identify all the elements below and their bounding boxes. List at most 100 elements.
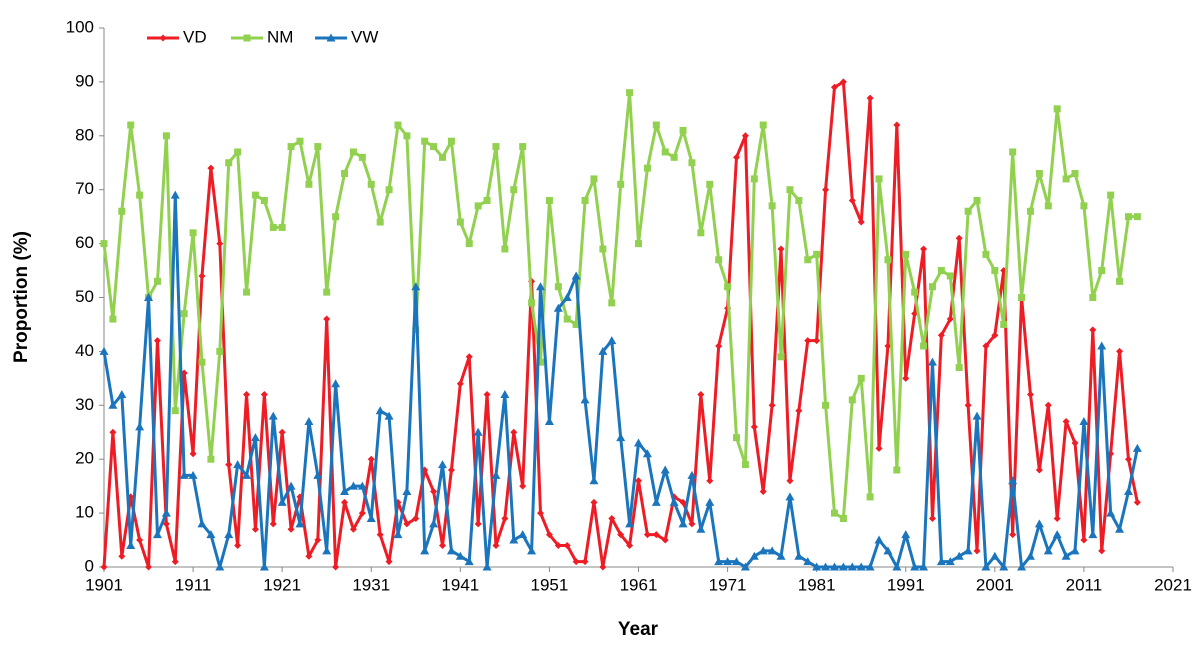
x-tick-label: 1981 <box>798 575 836 594</box>
data-point <box>705 497 715 506</box>
data-point <box>1098 267 1106 275</box>
data-point <box>278 428 286 436</box>
data-point <box>822 401 830 409</box>
data-point <box>269 520 277 528</box>
data-point <box>553 303 563 312</box>
legend-label: VW <box>351 27 378 46</box>
y-tick-label: 60 <box>75 233 94 252</box>
data-point <box>136 191 144 199</box>
legend-label: NM <box>267 27 293 46</box>
data-point <box>875 175 883 183</box>
data-point <box>599 563 607 571</box>
data-point <box>260 196 268 204</box>
data-point <box>884 342 892 350</box>
data-point <box>643 164 651 172</box>
data-point <box>492 143 500 151</box>
data-point <box>697 229 705 237</box>
data-point <box>857 374 865 382</box>
data-point <box>562 293 572 301</box>
data-point <box>100 563 108 571</box>
data-point <box>1079 416 1089 425</box>
data-point <box>937 331 945 339</box>
data-point <box>501 245 509 253</box>
data-point <box>946 315 954 323</box>
data-point <box>207 455 215 463</box>
data-point <box>804 337 812 345</box>
data-point <box>348 481 358 490</box>
data-point <box>589 476 599 485</box>
data-point <box>920 245 928 253</box>
data-point <box>865 562 875 571</box>
data-point <box>456 380 464 388</box>
data-point <box>251 525 259 533</box>
x-tick-label: 2021 <box>1154 575 1192 594</box>
data-point <box>109 428 117 436</box>
data-point <box>403 520 411 528</box>
data-point <box>188 470 198 479</box>
data-point <box>1026 207 1034 215</box>
data-point <box>634 438 643 447</box>
x-tick-label: 1911 <box>175 575 212 594</box>
data-point <box>758 546 768 555</box>
data-point <box>108 400 118 409</box>
data-point <box>714 557 724 566</box>
data-point <box>117 390 127 399</box>
data-point <box>1009 531 1017 539</box>
data-point <box>1089 326 1097 334</box>
data-point <box>537 358 545 366</box>
data-point <box>964 207 972 215</box>
data-point <box>234 541 242 549</box>
data-point <box>777 245 785 253</box>
data-point <box>206 530 216 539</box>
data-point <box>179 470 189 479</box>
data-point <box>964 401 972 409</box>
data-point <box>839 514 847 522</box>
data-point <box>572 558 580 566</box>
data-point <box>126 540 136 549</box>
data-point <box>411 282 421 291</box>
data-point <box>250 433 260 442</box>
data-point <box>500 390 510 399</box>
data-point <box>412 514 420 522</box>
data-point <box>216 240 224 248</box>
data-point <box>803 557 813 566</box>
data-point <box>1000 320 1008 328</box>
data-point <box>590 498 598 506</box>
data-point <box>590 175 598 183</box>
data-point <box>945 557 955 566</box>
data-point <box>599 245 607 253</box>
data-point <box>857 218 865 226</box>
data-point <box>893 466 901 474</box>
data-point <box>180 310 188 318</box>
data-point <box>376 531 384 539</box>
data-point <box>537 509 545 517</box>
data-point <box>322 546 332 555</box>
data-point <box>518 530 528 539</box>
x-axis-title: Year <box>618 619 659 640</box>
data-point <box>643 531 651 539</box>
data-point <box>946 272 954 280</box>
data-point <box>510 428 518 436</box>
data-point <box>438 460 448 469</box>
data-point <box>1062 417 1070 425</box>
data-point <box>286 481 296 490</box>
data-point <box>617 180 625 188</box>
data-point <box>723 557 733 566</box>
data-point <box>1035 170 1043 178</box>
x-tick-label: 2001 <box>976 575 1014 594</box>
x-tick-label: 1991 <box>887 575 925 594</box>
legend-marker <box>326 33 336 42</box>
data-point <box>447 137 455 145</box>
x-tick-label: 1941 <box>441 575 479 594</box>
data-point <box>1025 551 1035 560</box>
data-point <box>1106 508 1116 517</box>
data-point <box>732 153 740 161</box>
data-point <box>963 546 973 555</box>
data-point <box>982 250 990 258</box>
data-point <box>152 530 162 539</box>
data-point <box>954 551 964 560</box>
data-point <box>786 186 794 194</box>
data-point <box>902 374 910 382</box>
y-tick-label: 50 <box>75 287 94 306</box>
data-point <box>1070 546 1080 555</box>
